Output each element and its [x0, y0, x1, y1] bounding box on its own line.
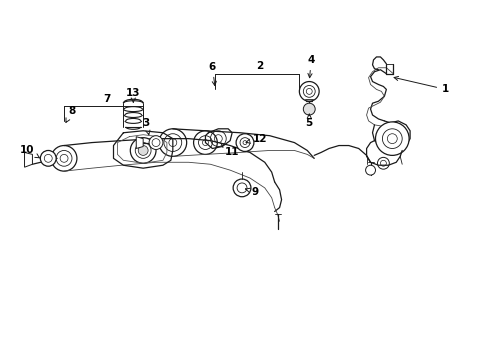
Circle shape — [130, 138, 156, 163]
Text: 8: 8 — [66, 106, 76, 122]
Text: 12: 12 — [245, 134, 266, 144]
Text: 2: 2 — [256, 61, 263, 71]
Circle shape — [149, 136, 163, 149]
Text: 1: 1 — [393, 76, 448, 94]
Text: 10: 10 — [20, 145, 40, 158]
Circle shape — [236, 134, 253, 152]
Text: 6: 6 — [208, 62, 216, 86]
Text: 9: 9 — [245, 187, 258, 197]
Text: 7: 7 — [102, 94, 110, 104]
Text: 3: 3 — [142, 118, 150, 135]
Text: 11: 11 — [220, 143, 239, 157]
Circle shape — [41, 150, 56, 166]
Circle shape — [193, 131, 217, 154]
Text: 5: 5 — [305, 114, 312, 128]
Circle shape — [138, 145, 148, 156]
Text: 4: 4 — [307, 55, 314, 78]
Circle shape — [233, 179, 250, 197]
Circle shape — [51, 145, 77, 171]
Text: 13: 13 — [126, 88, 140, 102]
Circle shape — [299, 82, 319, 101]
Polygon shape — [136, 137, 143, 148]
Polygon shape — [24, 152, 32, 167]
Circle shape — [375, 122, 408, 156]
Circle shape — [303, 103, 315, 115]
Circle shape — [365, 165, 375, 175]
Circle shape — [159, 129, 186, 156]
